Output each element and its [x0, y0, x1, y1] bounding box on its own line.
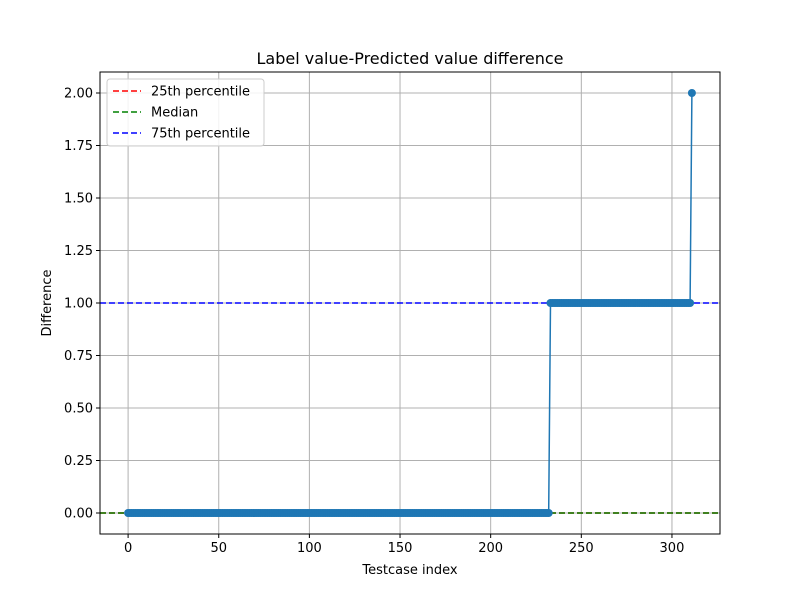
data-point: [687, 89, 696, 97]
y-tick-label: 0.00: [64, 507, 93, 522]
x-tick-label: 50: [210, 541, 227, 556]
y-tick-label: 0.75: [64, 349, 93, 364]
x-axis-label: Testcase index: [361, 563, 457, 578]
x-tick-label: 200: [478, 541, 503, 556]
x-tick-label: 150: [388, 541, 413, 556]
y-tick-label: 1.50: [64, 192, 93, 207]
y-axis-label: Difference: [40, 269, 55, 336]
series: [124, 89, 696, 517]
y-tick-label: 1.75: [64, 139, 93, 154]
data-point: [686, 299, 695, 307]
x-tick-label: 0: [124, 541, 132, 556]
legend-entry-label: 25th percentile: [151, 85, 250, 100]
y-tick-label: 0.50: [64, 402, 93, 417]
x-tick-label: 250: [569, 541, 594, 556]
chart-title: Label value-Predicted value difference: [256, 49, 563, 68]
y-tick-label: 0.25: [64, 454, 93, 469]
legend-box: [106, 78, 265, 147]
x-axis: 0 50 100 150 200 250 300: [124, 534, 684, 556]
y-tick-label: 1.25: [64, 244, 93, 259]
x-tick-label: 100: [297, 541, 322, 556]
y-axis: 0.00 0.25 0.50 0.75 1.00 1.25 1.50 1.75 2.00: [64, 87, 100, 522]
legend: 25th percentile Median 75th percentile: [106, 78, 265, 147]
legend-entry-label: Median: [151, 106, 198, 121]
y-tick-label: 1.00: [64, 297, 93, 312]
x-tick-label: 300: [660, 541, 685, 556]
legend-entry-label: 75th percentile: [151, 127, 250, 142]
y-tick-label: 2.00: [64, 87, 93, 102]
data-point: [544, 509, 553, 517]
